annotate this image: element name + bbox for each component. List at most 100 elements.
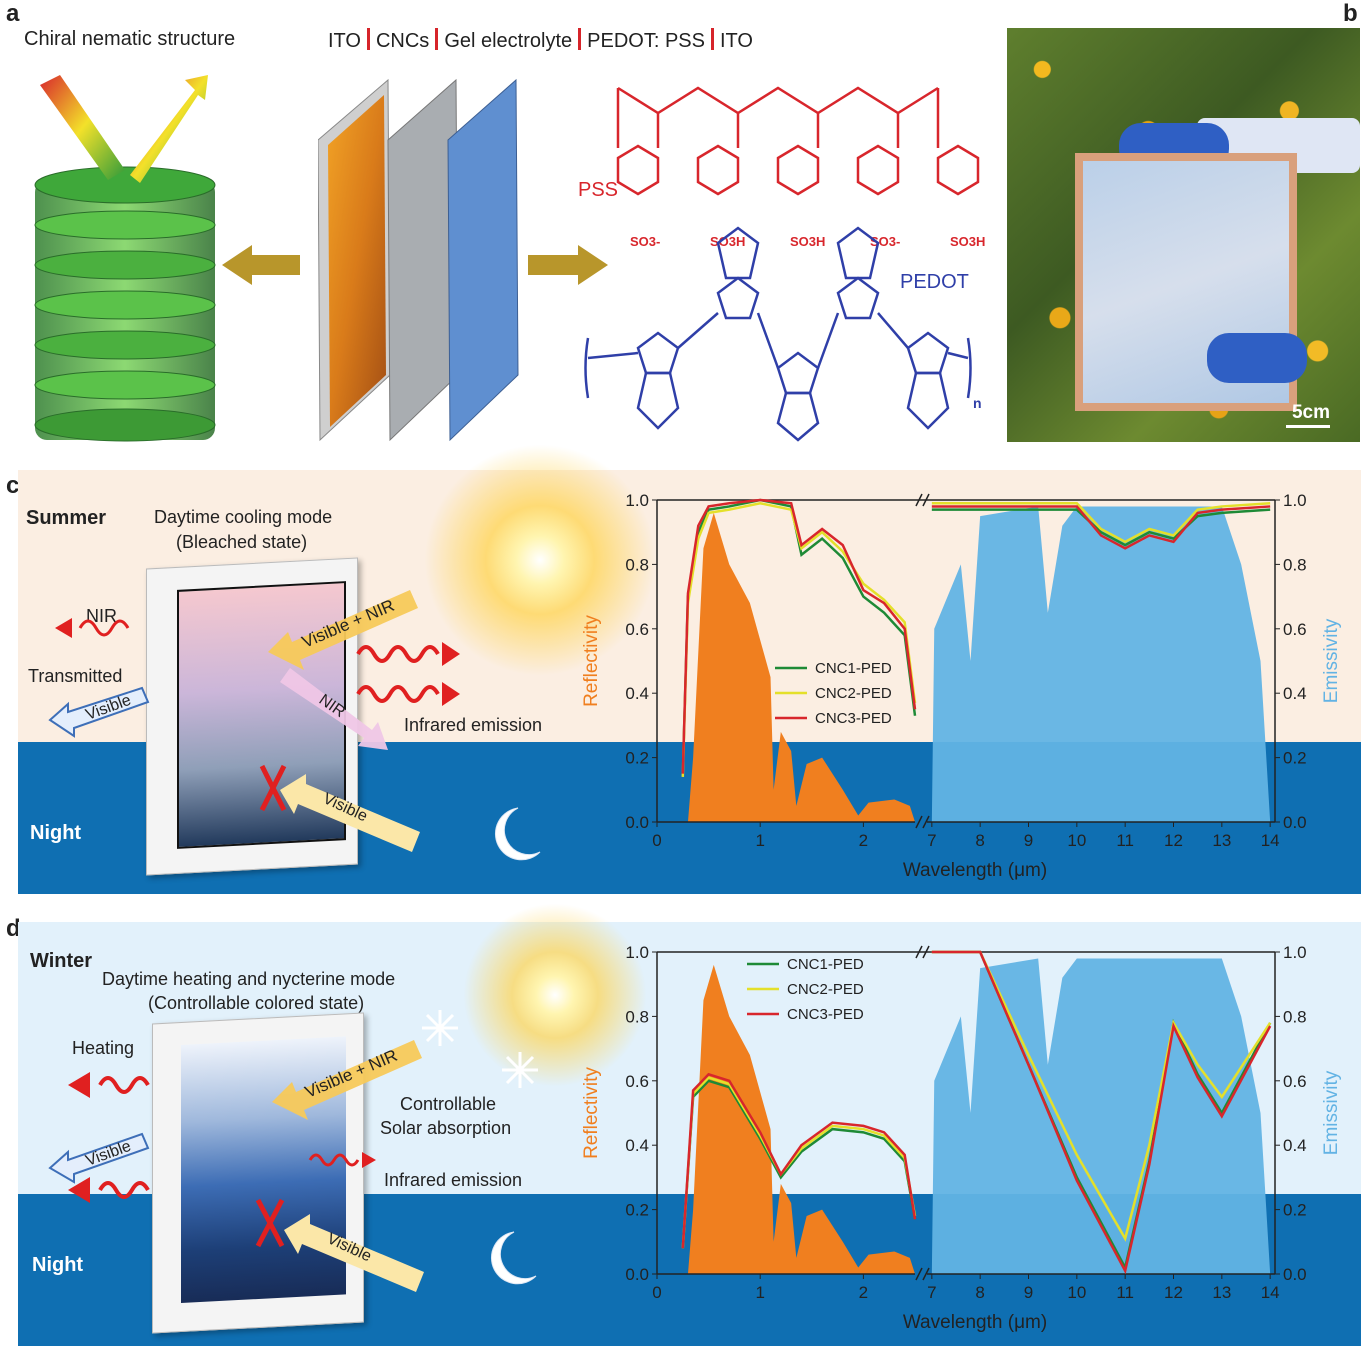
transmitted-label: Transmitted — [28, 666, 123, 686]
season-winter: Winter — [30, 950, 93, 972]
x-axis-label: Wavelength (μm) — [903, 1312, 1047, 1333]
layer-ito-2: ITO — [719, 30, 753, 52]
xtick-label: 7 — [927, 1283, 936, 1302]
left-arrow — [222, 245, 300, 285]
ytick-label-left: 0.2 — [625, 1201, 649, 1220]
ytick-label-left: 0.0 — [625, 1265, 649, 1284]
mode-subtitle-c: (Bleached state) — [176, 532, 308, 552]
ytick-label-right: 0.4 — [1283, 1136, 1307, 1155]
night-label-d: Night — [32, 1254, 84, 1276]
series-line-3-right — [931, 950, 1272, 1275]
layer-pedot-pss: PEDOT: PSS — [587, 30, 705, 52]
visible-nir-text: Visible + NIR — [299, 596, 397, 652]
xtick-label: 1 — [755, 1283, 764, 1302]
xtick-label: 11 — [1116, 1283, 1134, 1302]
glove-bottom — [1207, 333, 1307, 383]
y-axis-label-left: Reflectivity — [581, 615, 602, 707]
axis-break-top — [915, 945, 930, 959]
chemical-structures: PSS SO3- SO3H SO3H SO3- SO3H PEDOT n — [578, 86, 985, 442]
ytick-label-right: 0.8 — [1283, 1007, 1307, 1026]
y-axis-label-right: Emissivity — [1321, 1070, 1342, 1155]
xtick-label: 9 — [1024, 831, 1033, 850]
xtick-label: 2 — [859, 1283, 868, 1302]
nir-label: NIR — [86, 606, 117, 626]
ytick-label-left: 0.6 — [625, 1072, 649, 1091]
xtick-label: 12 — [1164, 831, 1183, 850]
pss-group-1: SO3- — [630, 234, 660, 249]
xtick-label: 12 — [1164, 1283, 1183, 1302]
layer-gel: Gel electrolyte — [444, 30, 573, 52]
ytick-label-right: 1.0 — [1283, 943, 1307, 962]
infrared-emission-label-d: Infrared emission — [384, 1170, 523, 1190]
xtick-label: 13 — [1212, 831, 1231, 850]
y-axis-label-right: Emissivity — [1321, 618, 1342, 703]
axis-break-bottom — [915, 815, 930, 829]
xtick-label: 7 — [927, 831, 936, 850]
xtick-label: 13 — [1212, 1283, 1231, 1302]
ytick-label-right: 0.6 — [1283, 1072, 1307, 1091]
series-line-1-right — [931, 508, 1271, 547]
solar-absorption-label: Solar absorption — [380, 1118, 512, 1138]
ytick-label-left: 1.0 — [625, 943, 649, 962]
ytick-label-left: 0.4 — [625, 1136, 649, 1155]
series-line-2-right — [931, 501, 1271, 544]
ytick-label-right: 0.4 — [1283, 684, 1307, 703]
layer-cncs: CNCs — [375, 30, 430, 52]
right-arrow — [528, 245, 608, 285]
heating-label: Heating — [72, 1038, 135, 1058]
sun-icon-winter — [460, 900, 650, 1090]
series-line-3-right — [931, 505, 1271, 550]
legend-label-3: CNC3-PED — [815, 710, 892, 727]
winter-arrows: Visible Visible + NIR Visible — [48, 1010, 538, 1292]
pedot-label: PEDOT — [900, 271, 969, 293]
structure-title: Chiral nematic structure — [24, 28, 236, 50]
xtick-label: 11 — [1116, 831, 1134, 850]
chart-winter: 0.0 0.00.2 0.20.4 0.40.6 0.60.8 0.81.0 1.00 1 2 7… — [581, 943, 1342, 1333]
legend-label-1: CNC1-PED — [815, 660, 892, 677]
axis-break-bottom — [915, 1267, 930, 1281]
season-summer: Summer — [26, 507, 107, 529]
ytick-label-left: 1.0 — [625, 491, 649, 510]
controllable-label: Controllable — [400, 1094, 497, 1114]
visible-arrow-text-d: Visible — [84, 1138, 134, 1170]
xtick-label: 0 — [652, 831, 661, 850]
ytick-label-left: 0.6 — [625, 620, 649, 639]
panel-label-b: b — [1343, 0, 1358, 27]
layer-ito-1: ITO — [328, 30, 361, 52]
ytick-label-right: 0.0 — [1283, 813, 1307, 832]
pss-group-3: SO3H — [790, 234, 825, 249]
infrared-emission-label: Infrared emission — [404, 715, 543, 735]
atmospheric-window — [931, 506, 1271, 822]
pss-label: PSS — [578, 179, 618, 201]
mode-title-c: Daytime cooling mode — [154, 507, 333, 527]
ytick-label-right: 0.8 — [1283, 555, 1307, 574]
solar-spectrum — [687, 512, 915, 822]
ytick-label-left: 0.4 — [625, 684, 649, 703]
chart-summer: 0.0 0.00.2 0.20.4 0.40.6 0.60.8 0.81.0 1.00 1 2 7… — [581, 491, 1342, 881]
xtick-label: 8 — [975, 831, 984, 850]
series-line-2-right — [931, 950, 1272, 1242]
ytick-label-left: 0.2 — [625, 749, 649, 768]
xtick-label: 1 — [755, 831, 764, 850]
chiral-nematic-illustration — [34, 75, 216, 442]
panel-label-d: d — [6, 915, 21, 942]
legend-label-2: CNC2-PED — [787, 981, 864, 998]
xtick-label: 0 — [652, 1283, 661, 1302]
layer-legend: ITO CNCs Gel electrolyte PEDOT: PSS ITO — [328, 28, 753, 53]
ytick-label-right: 0.0 — [1283, 1265, 1307, 1284]
ytick-label-left: 0.8 — [625, 1007, 649, 1026]
summer-arrows: Visible Visible + NIR NIR Visible — [48, 590, 541, 861]
pss-group-5: SO3H — [950, 234, 985, 249]
xtick-label: 14 — [1261, 831, 1280, 850]
series-line-1-left — [681, 1079, 917, 1249]
y-axis-label-left: Reflectivity — [581, 1067, 602, 1159]
night-label-c: Night — [30, 822, 82, 844]
pedot-subscript: n — [973, 395, 982, 411]
solar-spectrum — [687, 964, 915, 1274]
visible-arrow-text: Visible — [84, 692, 134, 724]
ytick-label-left: 0.0 — [625, 813, 649, 832]
scale-bar — [1286, 425, 1330, 428]
mode-subtitle-d: (Controllable colored state) — [148, 993, 365, 1013]
xtick-label: 2 — [859, 831, 868, 850]
panel-label-c: c — [6, 472, 20, 499]
